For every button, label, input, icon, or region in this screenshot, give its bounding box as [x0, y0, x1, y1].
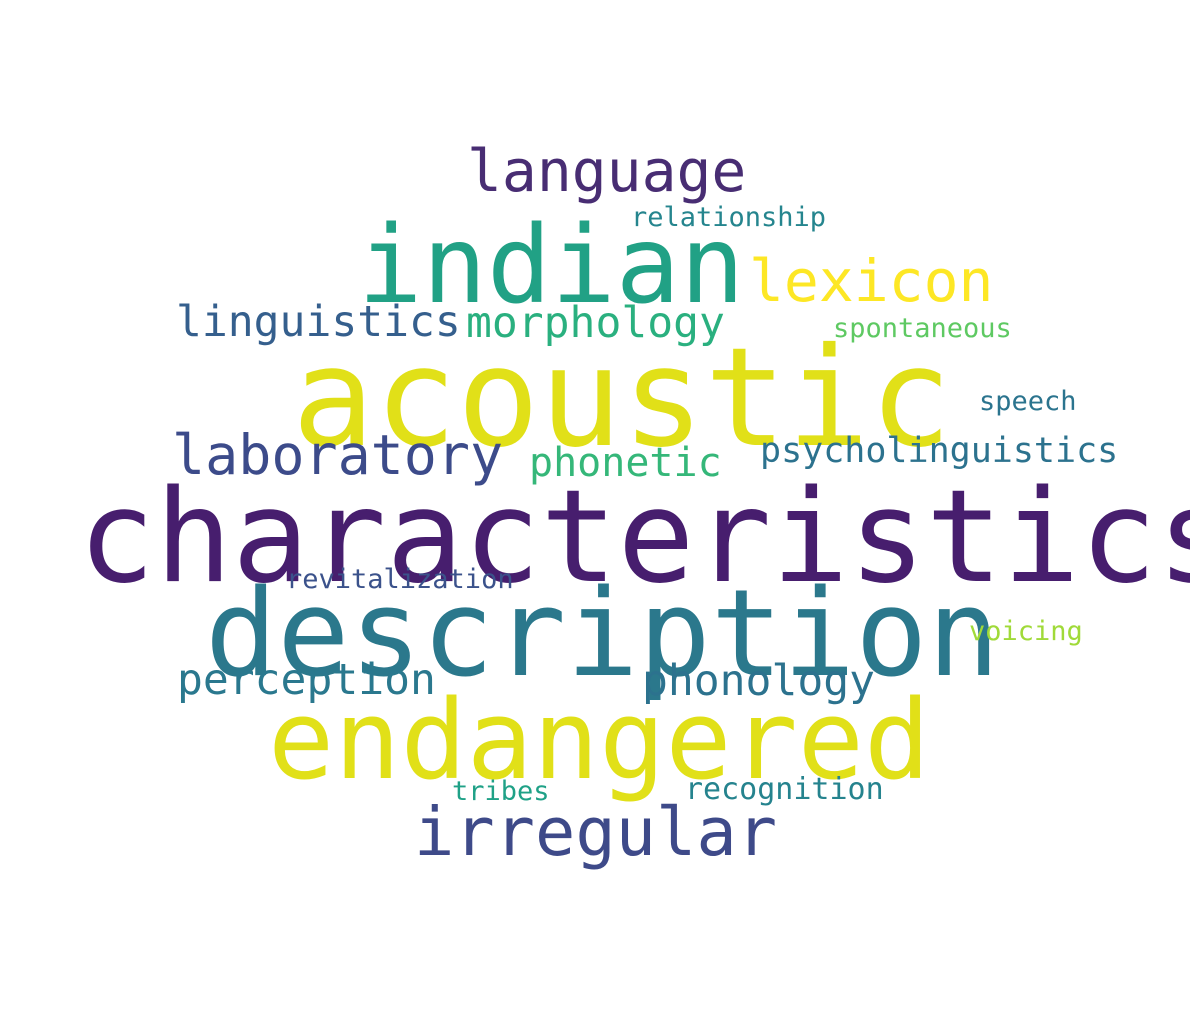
- cloud-word-acoustic: acoustic: [292, 319, 952, 478]
- cloud-word-speech: speech: [979, 386, 1077, 417]
- cloud-word-irregular: irregular: [414, 793, 778, 871]
- cloud-word-voicing: voicing: [969, 616, 1083, 647]
- cloud-word-recognition: recognition: [685, 772, 884, 807]
- cloud-word-tribes: tribes: [452, 776, 550, 807]
- cloud-word-perception: perception: [177, 655, 436, 705]
- cloud-word-relationship: relationship: [631, 202, 827, 233]
- cloud-word-morphology: morphology: [466, 298, 725, 348]
- cloud-word-phonology: phonology: [642, 656, 875, 706]
- cloud-word-psycholinguistics: psycholinguistics: [760, 431, 1119, 471]
- cloud-word-revitalization: revitalization: [286, 564, 514, 595]
- cloud-word-linguistics: linguistics: [176, 297, 461, 347]
- cloud-word-indian: indian: [358, 204, 745, 328]
- cloud-word-laboratory: laboratory: [172, 423, 504, 487]
- cloud-word-lexicon: lexicon: [749, 247, 994, 315]
- cloud-word-characteristics: characteristics: [78, 463, 1190, 612]
- cloud-word-description: description: [205, 565, 1000, 704]
- cloud-word-spontaneous: spontaneous: [833, 313, 1012, 344]
- cloud-word-phonetic: phonetic: [529, 440, 722, 486]
- cloud-word-endangered: endangered: [268, 676, 931, 804]
- cloud-word-language: language: [467, 137, 747, 205]
